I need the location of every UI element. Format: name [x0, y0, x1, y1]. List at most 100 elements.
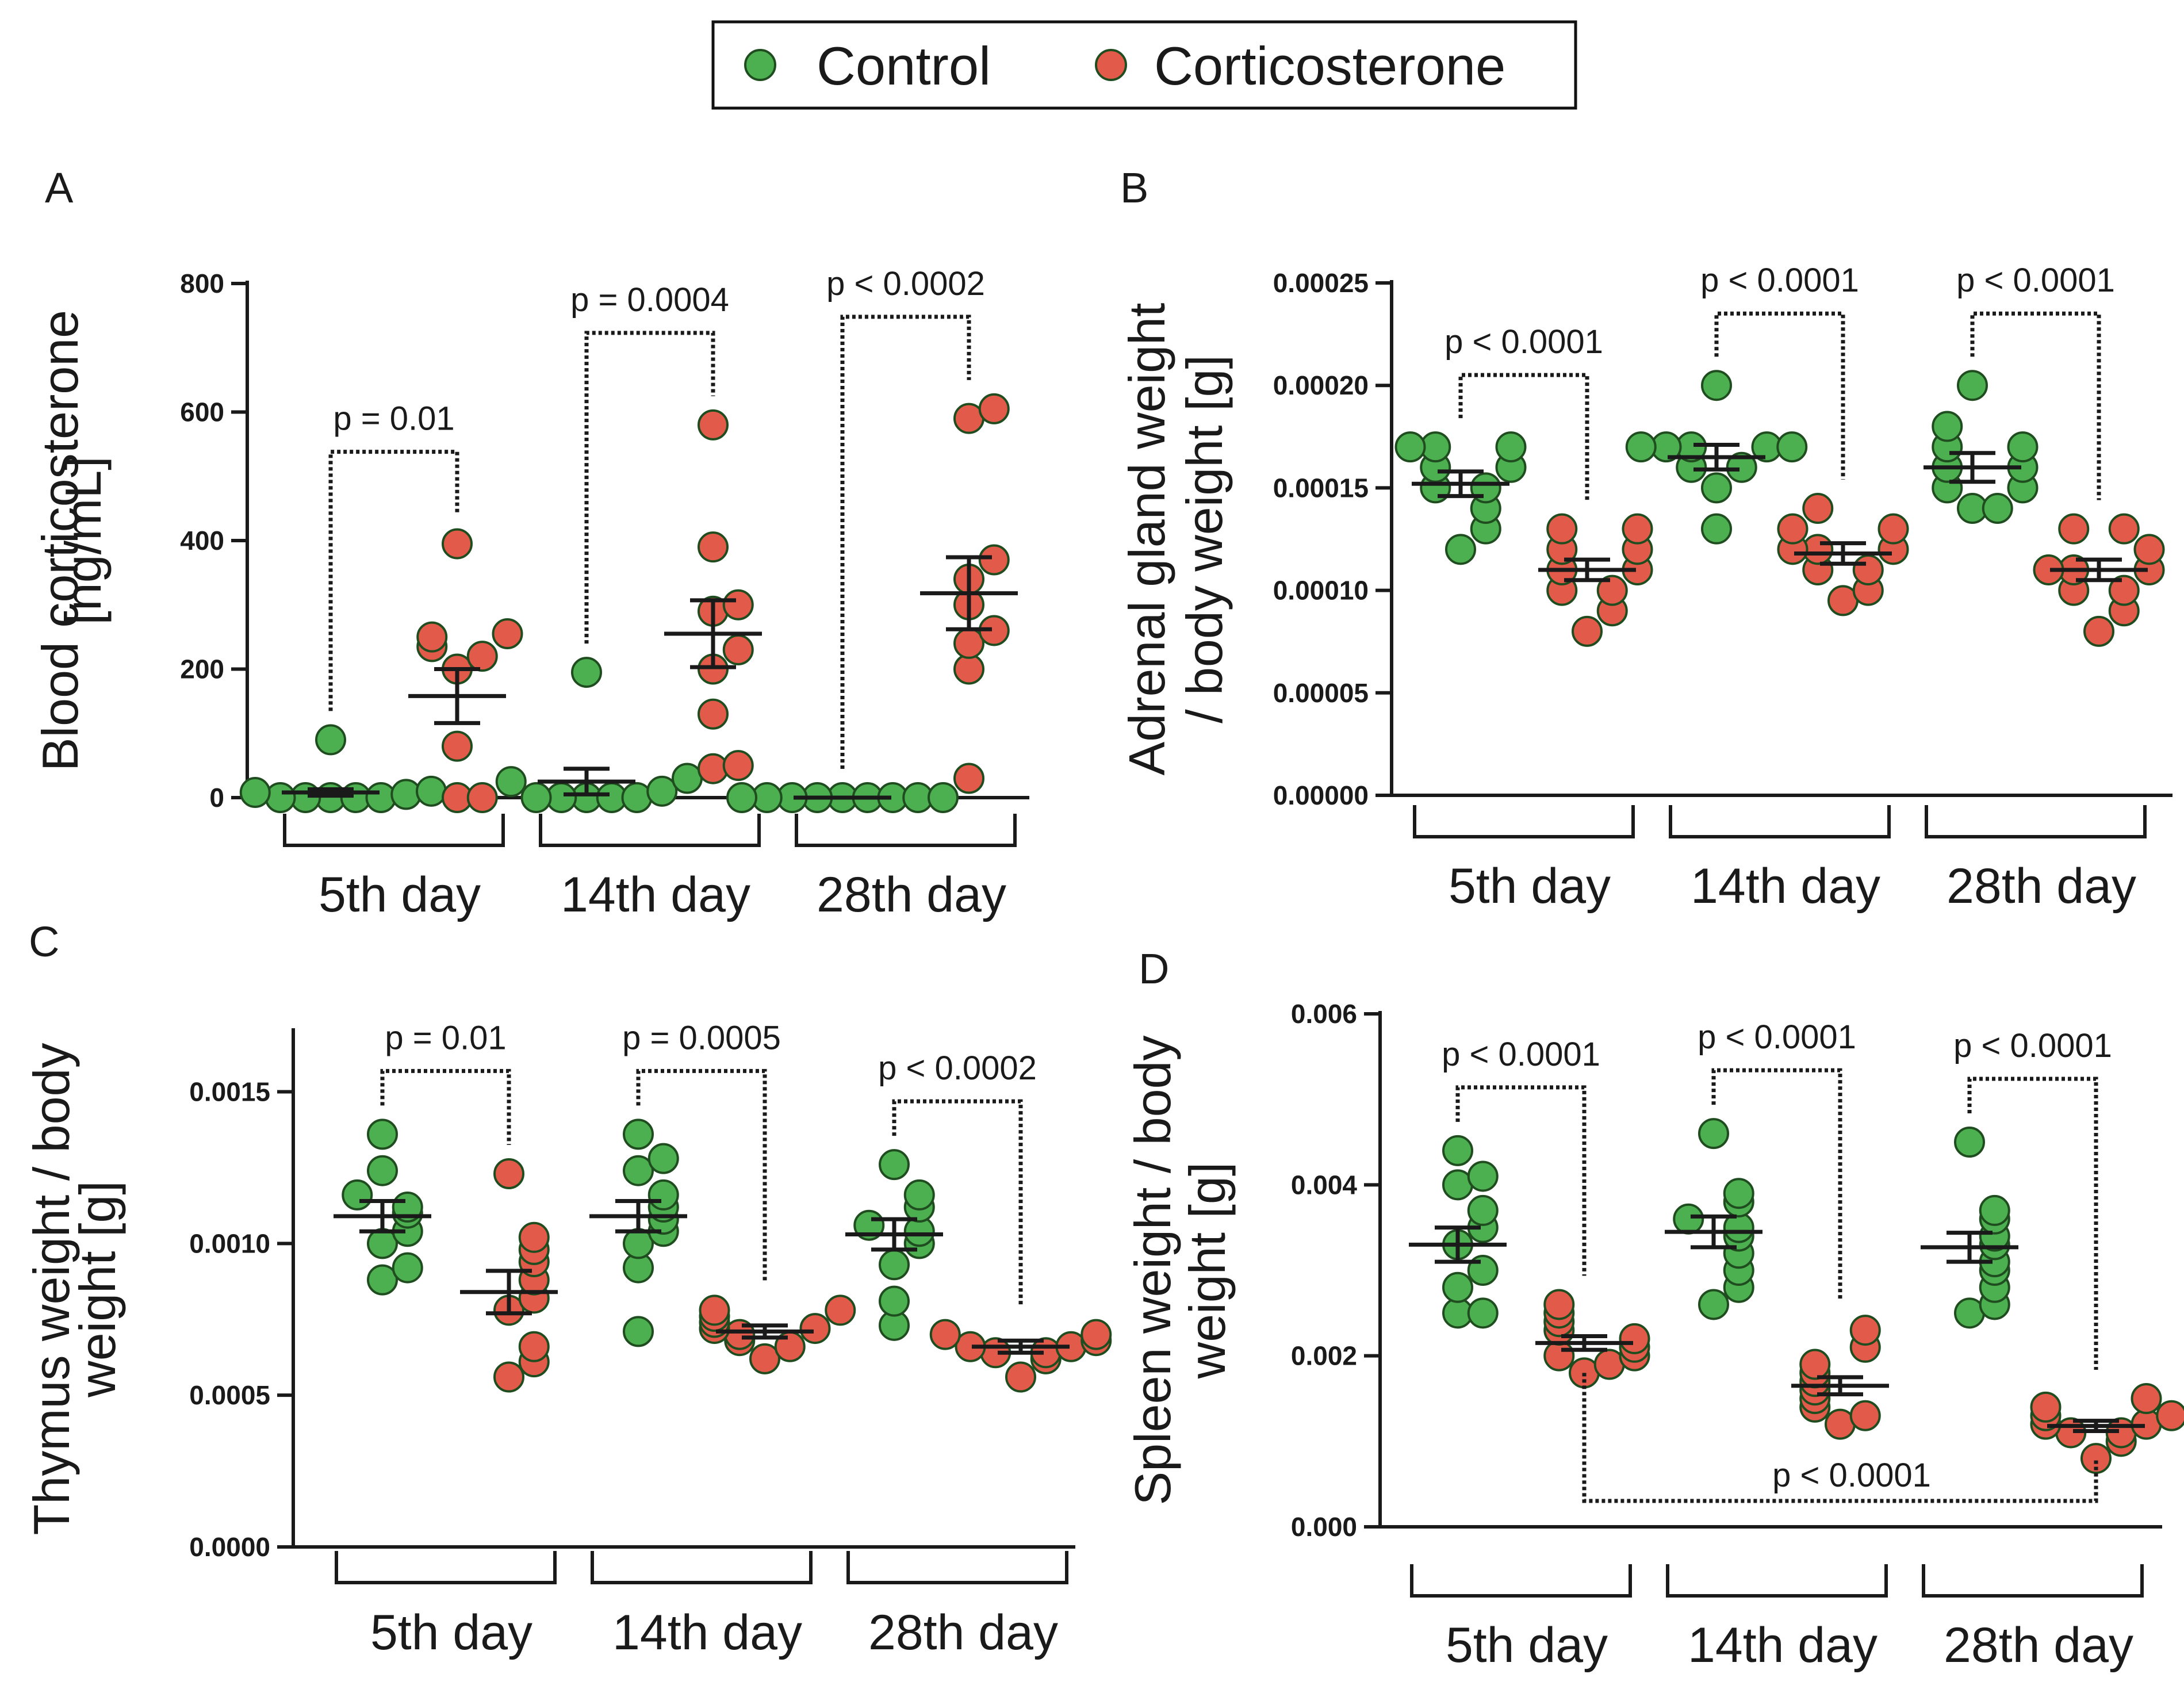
p-value-label: p < 0.0001	[1442, 1036, 1600, 1073]
significance-bracket	[1458, 373, 1589, 500]
data-point-corticosterone	[2133, 534, 2165, 565]
p-value-label: p < 0.0001	[1772, 1457, 1931, 1494]
p-value-label: p < 0.0001	[1444, 323, 1603, 361]
data-point-control	[1982, 493, 2013, 524]
data-point-corticosterone	[698, 409, 729, 441]
data-point-control	[647, 1143, 679, 1174]
data-point-control	[1394, 431, 1426, 463]
group-label-14th-day: 14th day	[612, 1605, 802, 1660]
y-tick-label: 0.0010	[189, 1228, 270, 1258]
data-point-corticosterone	[722, 589, 754, 620]
data-point-control	[646, 775, 678, 807]
data-point-control	[2007, 431, 2039, 463]
legend-box	[711, 20, 1577, 110]
group-bracket-14th-day	[539, 814, 761, 847]
y-tick-label: 0.000	[1291, 1512, 1357, 1542]
data-point-control	[647, 1179, 679, 1211]
data-point-corticosterone	[1849, 1400, 1881, 1431]
group-bracket-5th-day	[335, 1551, 557, 1584]
group-label-28th-day: 28th day	[817, 867, 1006, 922]
significance-bracket	[1970, 311, 2101, 500]
p-value-label: p < 0.0001	[1700, 262, 1859, 299]
data-point-control	[239, 777, 271, 809]
data-point-control	[623, 1155, 654, 1186]
y-axis-label: weight [g]	[69, 1181, 126, 1398]
y-tick-label: 0.0005	[189, 1380, 270, 1410]
data-point-corticosterone	[978, 544, 1010, 576]
p-value-label: p = 0.01	[333, 400, 454, 438]
data-point-control	[1495, 431, 1527, 463]
data-point-control	[1776, 431, 1808, 463]
data-point-control	[1979, 1194, 2010, 1226]
p-value-label: p < 0.0001	[1953, 1027, 2112, 1064]
data-point-corticosterone	[825, 1294, 856, 1326]
data-point-control	[879, 1149, 910, 1181]
data-point-control	[416, 775, 447, 807]
data-point-corticosterone	[749, 1343, 780, 1374]
data-point-corticosterone	[1543, 1289, 1575, 1320]
group-bracket-14th-day	[591, 1551, 813, 1584]
data-point-corticosterone	[1080, 1319, 1112, 1350]
data-point-control	[495, 766, 527, 798]
y-tick-label: 0.00020	[1273, 370, 1369, 400]
data-point-control	[1701, 472, 1732, 504]
group-label-14th-day: 14th day	[1688, 1618, 1878, 1673]
data-point-control	[1701, 370, 1732, 401]
data-point-corticosterone	[698, 698, 729, 730]
data-point-corticosterone	[1849, 1315, 1881, 1346]
group-bracket-5th-day	[283, 814, 505, 847]
data-point-corticosterone	[2131, 1383, 2162, 1414]
data-point-control	[1467, 1160, 1499, 1192]
y-tick-label: 0.00000	[1273, 780, 1369, 810]
group-bracket-28th-day	[795, 814, 1017, 847]
data-point-control	[367, 1264, 398, 1296]
y-axis-label: / body weight [g]	[1176, 355, 1233, 723]
y-tick-label: 400	[180, 526, 224, 556]
significance-bracket	[1455, 1085, 1587, 1276]
panel-b: B 0.00000 0.00005 0.00010 0.00015 0.00020 0.00…	[1118, 164, 2172, 914]
legend: Control Corticosterone	[711, 20, 1577, 110]
data-point-corticosterone	[518, 1331, 550, 1362]
data-point-corticosterone	[1622, 513, 1653, 545]
data-point-corticosterone	[929, 1319, 961, 1350]
p-value-label: p = 0.01	[385, 1019, 506, 1056]
data-point-corticosterone	[1005, 1361, 1036, 1393]
data-point-corticosterone	[466, 641, 498, 672]
data-point-corticosterone	[1572, 615, 1603, 647]
panel-letter: D	[1139, 945, 1169, 993]
data-point-control	[1698, 1118, 1729, 1150]
data-point-corticosterone	[518, 1221, 550, 1253]
data-point-corticosterone	[1799, 1349, 1831, 1380]
y-tick-label: 0	[209, 783, 224, 813]
data-point-corticosterone	[493, 1361, 524, 1393]
group-label-5th-day: 5th day	[1449, 859, 1611, 914]
data-point-control	[1701, 513, 1732, 545]
data-point-control	[520, 782, 552, 813]
significance-bracket	[584, 331, 715, 644]
y-tick-label: 0.00005	[1273, 678, 1369, 708]
y-axis-label: Adrenal gland weight	[1118, 303, 1175, 776]
y-tick-label: 0.006	[1291, 999, 1357, 1029]
legend-corticosterone-label: Corticosterone	[1154, 36, 1505, 96]
data-point-control	[1726, 451, 1757, 483]
panel-c: C 0.0000 0.0005 0.0010 0.0015 Thymus weight /…	[23, 918, 1112, 1660]
data-point-control	[879, 1285, 910, 1317]
data-point-corticosterone	[799, 1313, 831, 1345]
data-point-corticosterone	[1596, 574, 1628, 606]
group-bracket-28th-day	[1925, 805, 2147, 838]
significance-bracket	[1714, 311, 1845, 480]
data-point-corticosterone	[1543, 1340, 1575, 1372]
data-point-corticosterone	[699, 1294, 730, 1326]
p-value-label: p = 0.0004	[570, 281, 729, 319]
data-point-control	[571, 657, 602, 688]
significance-bracket	[328, 450, 459, 711]
significance-bracket	[892, 1099, 1023, 1306]
group-label-28th-day: 28th day	[1947, 859, 2136, 914]
p-value-label: p = 0.0005	[622, 1019, 781, 1056]
data-point-control	[928, 782, 959, 813]
data-point-control	[1932, 411, 1963, 442]
data-point-corticosterone	[1619, 1323, 1650, 1354]
data-point-corticosterone	[698, 531, 729, 563]
data-point-control	[367, 1119, 398, 1150]
